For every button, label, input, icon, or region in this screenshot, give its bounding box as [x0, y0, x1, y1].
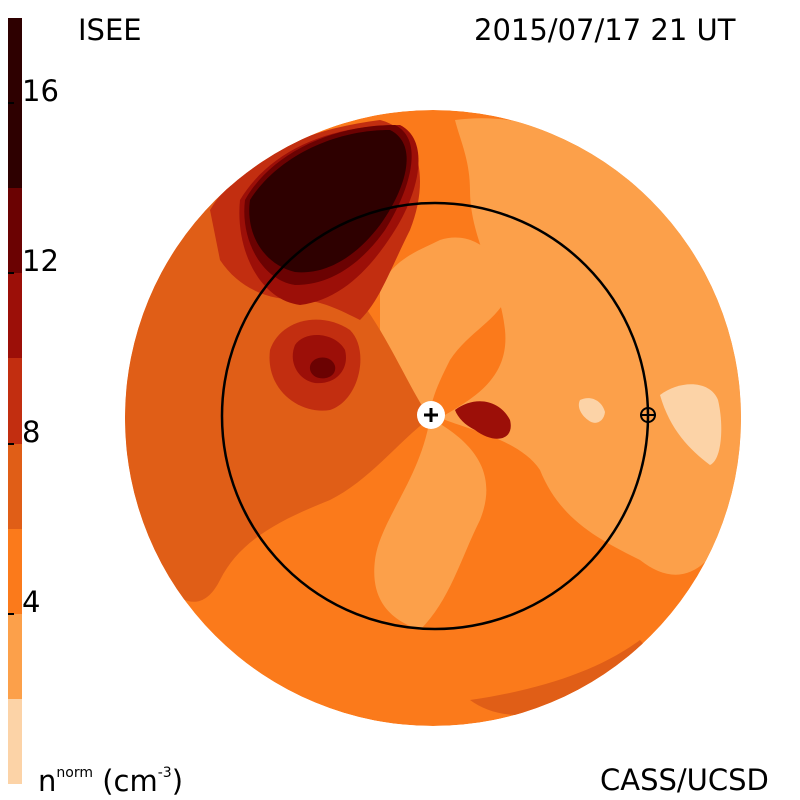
- colorbar-segment: [8, 443, 22, 529]
- colorbar-tick-mark: [8, 442, 14, 445]
- region-medium-southeast: [470, 640, 646, 716]
- region-light-north: [380, 237, 510, 418]
- region-low-spot-east: [578, 398, 605, 423]
- colorbar-segment: [8, 188, 22, 274]
- colorbar-segment: [8, 528, 22, 614]
- colorbar-tick-mark: [8, 102, 14, 105]
- region-peak-north: [249, 130, 407, 273]
- colorbar: [8, 18, 22, 784]
- colorbar-tick-label: 16: [22, 74, 59, 109]
- colorbar-segment: [8, 613, 22, 699]
- chart-title: ISEE: [78, 13, 142, 47]
- colorbar-segment: [8, 273, 22, 359]
- colorbar-segment: [8, 698, 22, 784]
- colorbar-tick-mark: [8, 272, 14, 275]
- earth-marker: [640, 407, 656, 423]
- sun-marker: [417, 401, 445, 429]
- colorbar-tick-label: 12: [22, 244, 59, 279]
- colorbar-tick-mark: [8, 612, 14, 615]
- credit-label: CASS/UCSD: [600, 763, 769, 797]
- region-peak-blob: [309, 357, 336, 379]
- region-medium-west: [125, 180, 430, 602]
- region-light-south: [374, 418, 487, 630]
- timestamp: 2015/07/17 21 UT: [474, 13, 736, 47]
- colorbar-segment: [8, 358, 22, 444]
- colorbar-units-label: nnorm (cm-3): [38, 764, 184, 798]
- colorbar-tick-label: 4: [22, 584, 41, 619]
- colorbar-tick-label: 8: [22, 414, 41, 449]
- region-darker-east-wisp: [455, 401, 511, 439]
- region-low-patch-east: [660, 384, 722, 465]
- region-light-east: [440, 118, 741, 575]
- colorbar-segment: [8, 18, 22, 189]
